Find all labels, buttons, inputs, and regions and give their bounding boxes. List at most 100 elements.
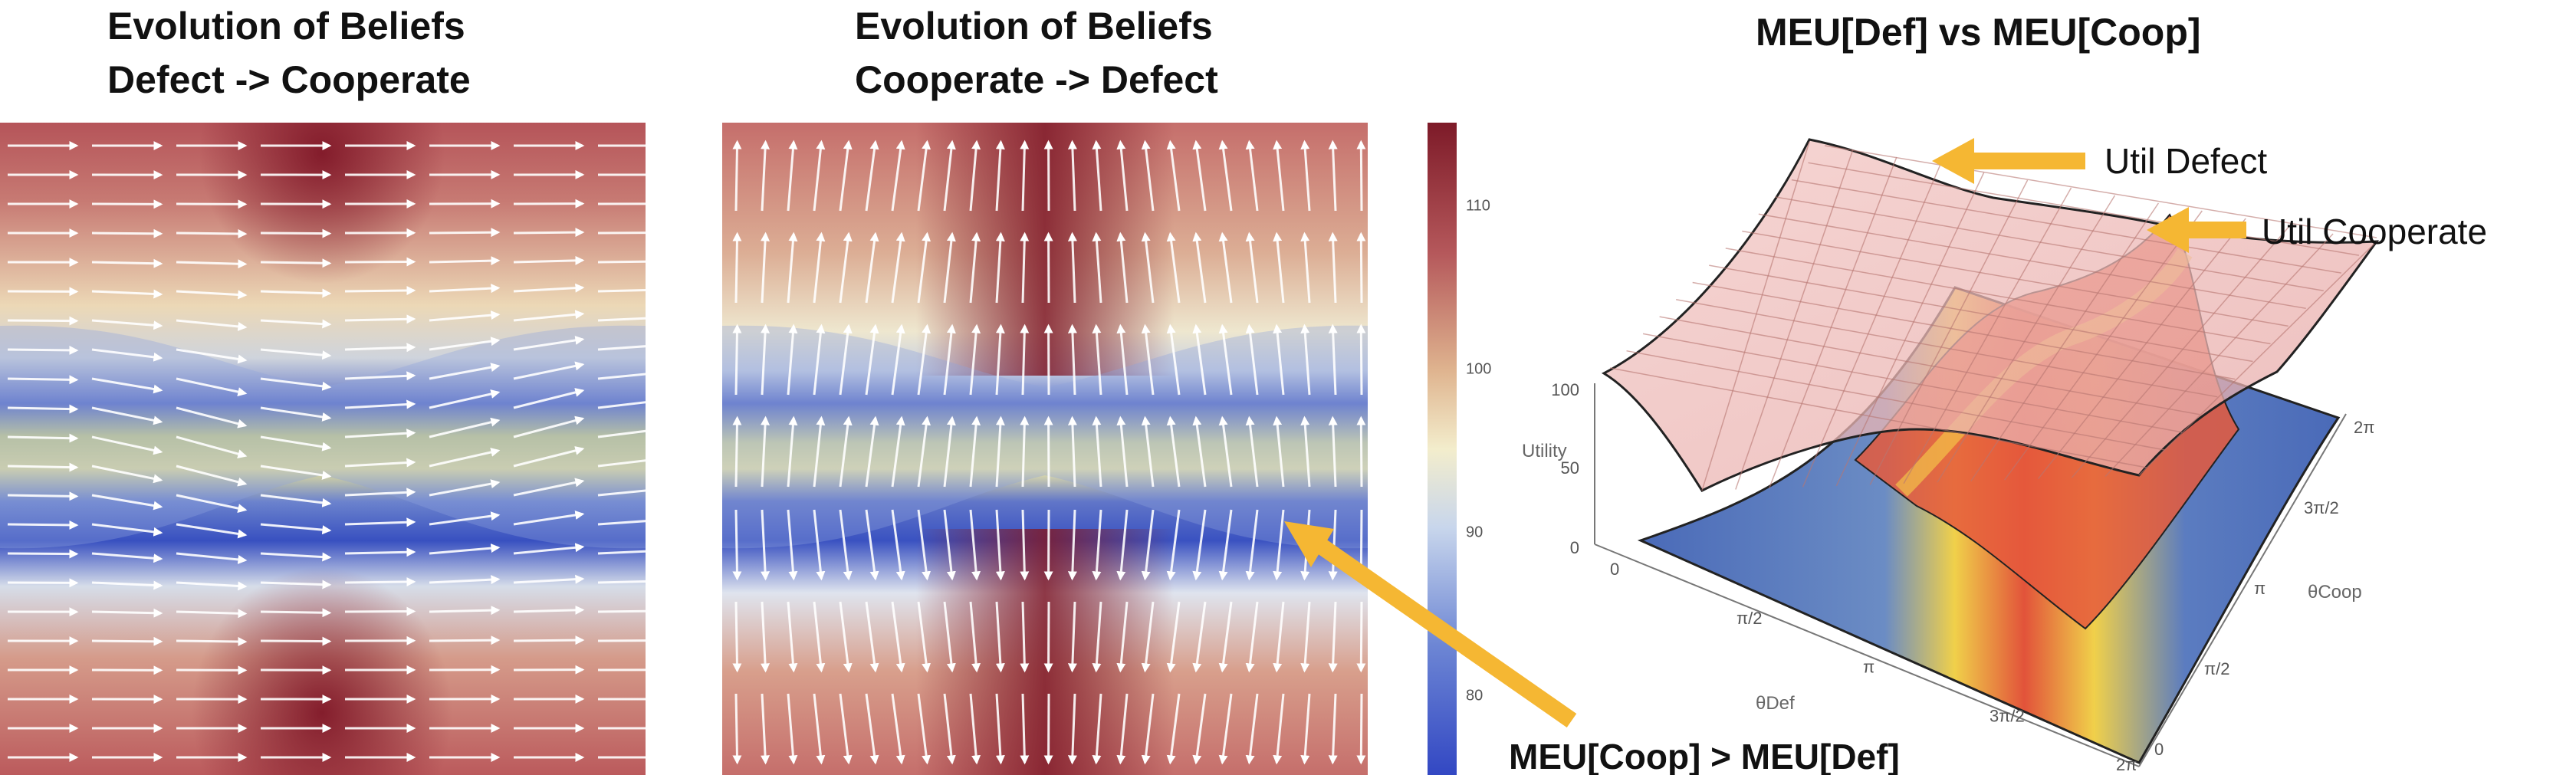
flow-arrow [1273,509,1285,581]
y-tick-label: 3π/2 [2304,498,2339,517]
flow-arrow [995,415,1005,488]
flow-arrow [732,323,742,396]
flow-arrow [1245,509,1259,581]
flow-arrow [176,348,248,364]
flow-arrow [1192,693,1207,765]
flow-arrow [1166,415,1181,488]
flow-arrow [429,417,501,438]
flow-arrow [995,601,1005,673]
flow-arrow [891,232,905,304]
flow-arrow [1166,323,1181,396]
flow-arrow [429,635,501,645]
flow-arrow [1218,601,1233,673]
flow-arrow [597,345,646,351]
flow-arrow [176,609,248,619]
flow-arrow [1020,232,1030,304]
flow-arrow [1245,140,1259,212]
flow-arrow [91,608,163,618]
flow-arrow [813,232,826,304]
flow-arrow [1116,323,1129,396]
flow-arrow [344,314,416,324]
flow-arrow [865,415,879,488]
flow-arrow [7,404,79,414]
flow-arrow [260,494,332,507]
flow-arrow [1273,415,1285,488]
flow-arrow [429,228,501,238]
y-tick-label: 0 [2154,740,2164,759]
flow-arrow [1141,601,1155,673]
flow-arrow [597,260,646,264]
flow-arrow [597,317,646,322]
flow-arrow [969,323,981,396]
util-defect-label: Util Defect [2104,141,2267,181]
left-heatmap [0,123,646,775]
flow-arrow [1192,415,1207,488]
flow-arrow [1300,601,1311,673]
flow-arrow [865,232,879,304]
flow-arrow [1020,693,1030,765]
flow-arrow [1166,601,1181,673]
flow-arrow [176,259,248,269]
z-tick-label: 100 [1551,380,1579,399]
flow-arrow [344,343,416,353]
flow-arrow [91,465,163,484]
z-axis-label: Utility [1522,441,1567,461]
flow-arrow [891,140,905,212]
flow-arrow [176,377,248,397]
flow-arrow [7,491,79,501]
flow-arrow [891,693,905,765]
flow-arrow [917,232,932,304]
flow-arrow [839,693,853,765]
flow-arrow [891,415,905,488]
flow-arrow [91,348,163,362]
flow-arrow [91,258,163,268]
z-tick-label: 0 [1570,538,1579,557]
flow-arrow [429,606,501,616]
flow-arrow [91,377,163,394]
flow-arrow [1141,232,1155,304]
flow-arrow [1116,509,1129,581]
flow-arrow [1300,323,1311,396]
flow-arrow [429,337,501,351]
flow-arrow [995,693,1005,765]
flow-arrow [260,348,332,360]
flow-arrow [1092,693,1102,765]
flow-arrow [260,580,332,589]
flow-arrow [865,323,879,396]
flow-arrow [344,547,416,557]
flow-arrow [1328,323,1338,396]
y-axis-label: θCoop [2308,582,2362,603]
flow-arrow [1356,693,1366,765]
flow-arrow [7,316,79,326]
colorbar-tick-label: 90 [1466,524,1483,541]
flow-arrow [813,509,826,581]
flow-arrow [344,257,416,267]
flow-arrow [91,636,163,646]
flow-arrow [943,509,956,581]
flow-arrow [1273,140,1285,212]
flow-arrow [943,693,956,765]
flow-arrow [1116,140,1129,212]
flow-arrow [1300,140,1311,212]
flow-arrow [1067,693,1077,765]
flow-arrow [732,693,742,765]
flow-arrow [429,575,501,585]
x-tick-label: π [1863,658,1875,677]
colorbar-tick-label: 100 [1466,361,1491,378]
flow-arrow [176,581,248,591]
flow-arrow [1218,415,1233,488]
flow-arrow [1166,140,1181,212]
flow-arrow [1116,601,1129,673]
flow-arrow [176,523,248,539]
flow-arrow [260,319,332,329]
flow-arrow [917,601,932,673]
flow-arrow [732,140,742,212]
flow-arrow [969,140,981,212]
flow-arrow [761,509,770,581]
flow-arrow [1092,140,1102,212]
flow-arrow [513,388,585,409]
flow-arrow [344,577,416,587]
x-tick-label: 0 [1610,560,1619,579]
flow-arrow [176,494,248,514]
flow-arrow [513,635,585,645]
